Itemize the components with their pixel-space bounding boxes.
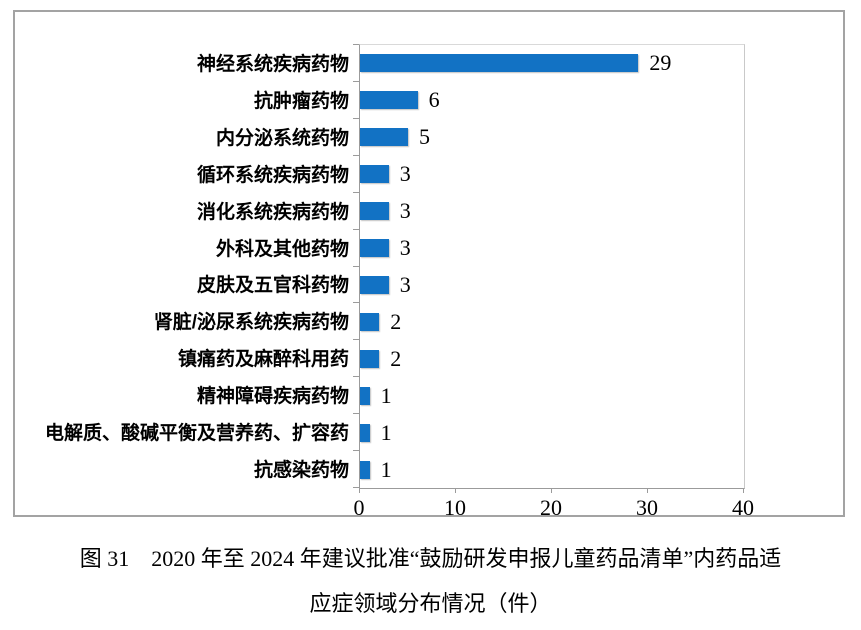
figure-caption: 图 31 2020 年至 2024 年建议批准“鼓励研发申报儿童药品清单”内药品… — [0, 536, 861, 626]
bar — [360, 312, 380, 331]
category-label: 精神障碍疾病药物 — [196, 386, 349, 408]
bar-value-label: 2 — [390, 308, 402, 334]
x-axis-tick-label: 0 — [353, 495, 365, 520]
bar — [360, 128, 408, 147]
y-axis-tick — [353, 302, 359, 303]
category-label: 消化系统疾病药物 — [196, 201, 349, 223]
bar — [360, 275, 389, 294]
category-label: 抗感染药物 — [253, 460, 349, 482]
y-axis-tick — [353, 339, 359, 340]
category-label: 皮肤及五官科药物 — [196, 275, 349, 297]
x-axis-tick — [359, 488, 360, 493]
x-axis-tick — [455, 488, 456, 493]
bar — [360, 239, 389, 258]
category-label: 镇痛药及麻醉科用药 — [177, 349, 349, 371]
bar-value-label: 29 — [649, 50, 672, 76]
bar-value-label: 5 — [419, 124, 430, 150]
x-axis-tick-label: 10 — [444, 495, 466, 520]
x-axis-tick — [647, 488, 648, 493]
bar-value-label: 3 — [399, 161, 411, 187]
bar-value-label: 1 — [380, 419, 392, 445]
bar-value-label: 3 — [399, 235, 411, 261]
caption-line-1: 图 31 2020 年至 2024 年建议批准“鼓励研发申报儿童药品清单”内药品… — [79, 546, 782, 571]
bar — [360, 54, 639, 73]
x-axis-tick-label: 20 — [540, 495, 562, 520]
y-axis-tick — [353, 192, 359, 193]
caption-line-2: 应症领域分布情况（件） — [309, 591, 552, 616]
category-label: 外科及其他药物 — [215, 238, 349, 260]
category-label: 神经系统疾病药物 — [196, 53, 349, 75]
y-axis-tick — [353, 266, 359, 267]
category-axis-labels: 神经系统疾病药物抗肿瘤药物内分泌系统药物循环系统疾病药物 消化系统疾病药物外科及其… — [15, 44, 349, 487]
bar-value-label: 2 — [390, 345, 402, 371]
y-axis-tick — [353, 487, 359, 488]
y-axis-tick — [353, 44, 359, 45]
x-axis-tick-label: 40 — [732, 495, 754, 520]
y-axis-tick — [353, 450, 359, 451]
y-axis-tick — [353, 413, 359, 414]
bar-value-label: 3 — [399, 271, 411, 297]
y-axis-tick — [353, 376, 359, 377]
bar — [360, 386, 370, 405]
plot-area: 29 6 5 3 3 3 3 2 2 1 1 1 — [359, 44, 745, 489]
bar-value-label: 1 — [380, 382, 392, 408]
chart-container: 神经系统疾病药物抗肿瘤药物内分泌系统药物循环系统疾病药物 消化系统疾病药物外科及其… — [13, 10, 845, 520]
y-axis-tick — [353, 229, 359, 230]
bar — [360, 202, 389, 221]
x-axis-tick — [551, 488, 552, 493]
bar — [360, 91, 418, 110]
category-label: 内分泌系统药物 — [215, 127, 349, 149]
bar — [360, 165, 389, 184]
y-axis-tick — [353, 118, 359, 119]
bar — [360, 349, 380, 368]
bar-value-label: 1 — [380, 456, 392, 482]
bar — [360, 460, 370, 479]
x-axis-tick — [743, 488, 744, 493]
category-label: 肾脏/泌尿系统疾病药物 — [153, 312, 349, 334]
bar-value-label: 3 — [399, 198, 411, 224]
category-label: 抗肿瘤药物 — [253, 90, 349, 112]
bar — [360, 423, 370, 442]
category-label: 电解质、酸碱平衡及营养药、扩容药 — [44, 423, 349, 445]
x-axis-tick-label: 30 — [636, 495, 658, 520]
y-axis-tick — [353, 81, 359, 82]
bar-value-label: 6 — [428, 87, 440, 113]
category-label: 循环系统疾病药物 — [196, 164, 349, 186]
y-axis-tick — [353, 155, 359, 156]
